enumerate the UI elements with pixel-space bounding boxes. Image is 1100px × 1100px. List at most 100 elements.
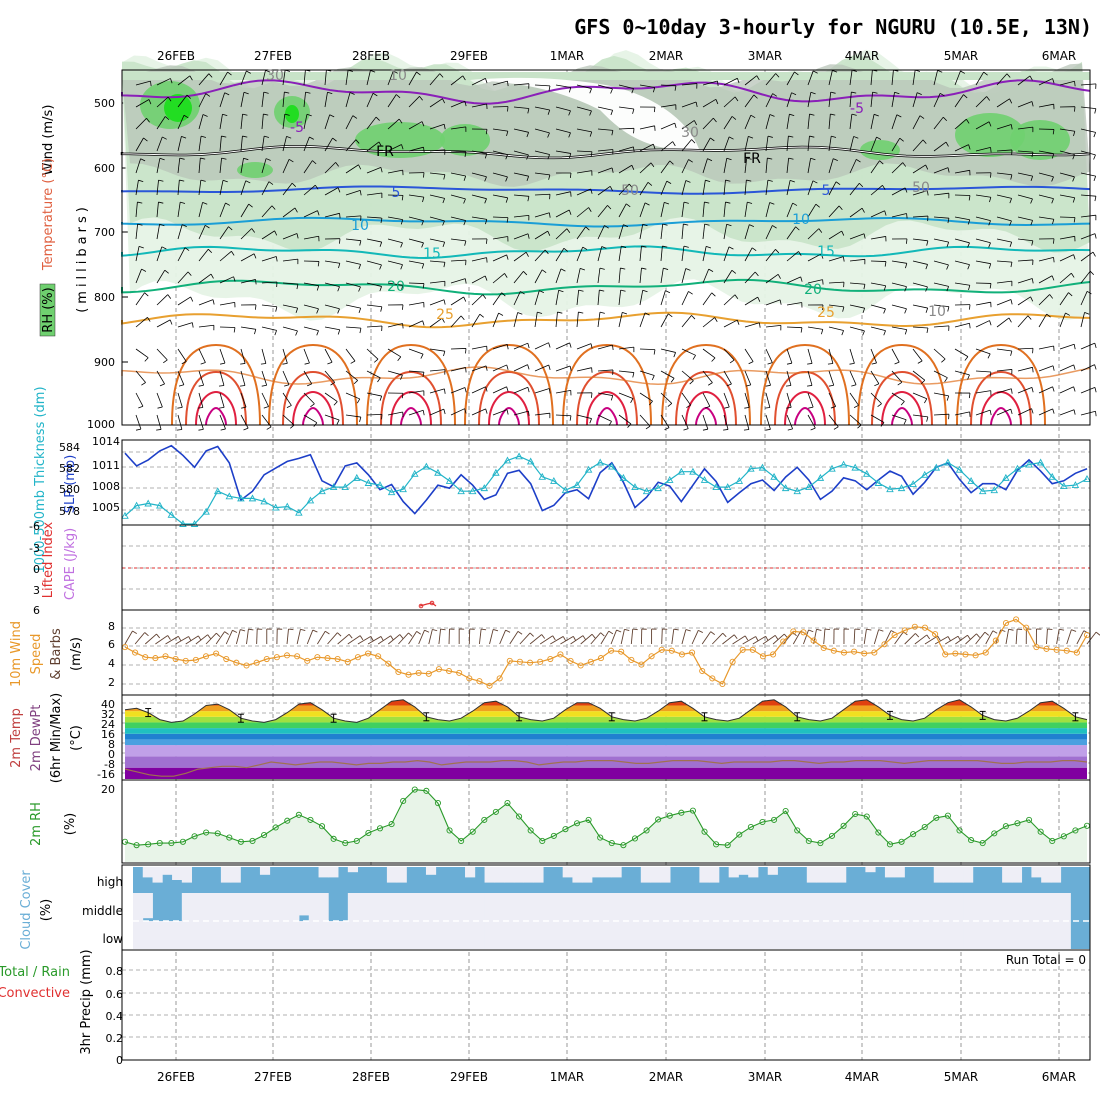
data-point (271, 503, 280, 511)
upper-wind-barb (807, 253, 822, 262)
upper-wind-barb-flag (631, 88, 634, 94)
data-point (399, 485, 407, 493)
surface-wind-barb (539, 635, 553, 645)
upper-wind-barb (240, 158, 244, 174)
temperature-axis-label: Temperature (°C) (41, 158, 56, 271)
upper-wind-barb (765, 136, 769, 152)
temp-band (125, 716, 1087, 723)
cape-axis-label: CAPE (J/kg) (63, 528, 78, 600)
data-point (156, 840, 163, 847)
upper-wind-barb (1038, 216, 1054, 220)
wind-barbs (124, 69, 1100, 645)
upper-wind-barb (912, 370, 926, 381)
upper-wind-barb-flag (862, 330, 865, 336)
surface-wind-barb (722, 634, 735, 645)
surface-wind-barb-flag (517, 631, 523, 635)
upper-wind-barb (723, 158, 728, 174)
cape-tick-3: 3 (33, 584, 40, 597)
cloud-cell-high (640, 867, 651, 883)
upper-wind-barb (282, 326, 298, 332)
upper-wind-barb-flag (1009, 198, 1012, 204)
upper-wind-barb (681, 120, 695, 130)
upper-wind-barb (366, 141, 380, 152)
upper-wind-barb-flag (544, 249, 549, 255)
data-point (429, 600, 435, 606)
upper-wind-barb (534, 388, 550, 394)
upper-wind-barb-flag (757, 296, 761, 302)
upper-wind-barb (366, 216, 382, 219)
upper-wind-barb (429, 408, 444, 416)
diurnal-loop (774, 370, 836, 426)
surface-wind-barb-flag (765, 636, 769, 641)
upper-wind-barb-flag (653, 349, 656, 355)
diurnal-loop (675, 370, 737, 426)
upper-wind-barb-flag (702, 428, 708, 431)
upper-wind-barb (597, 205, 608, 218)
upper-wind-barb-flag (620, 267, 626, 270)
data-point (840, 649, 848, 656)
upper-wind-barb-flag (578, 289, 584, 292)
upper-wind-barb (807, 180, 814, 196)
cloud-cell-low (923, 921, 935, 949)
slp-axis-labels: 1000-500mb Thickness (dm) SLP (mb) (33, 386, 78, 573)
upper-wind-barb (660, 414, 670, 428)
upper-wind-barb-flag (589, 418, 592, 424)
upper-wind-barb (597, 246, 603, 262)
upper-wind-barb-flag (705, 405, 710, 409)
upper-wind-barb (261, 70, 266, 86)
cloud-cell-middle (494, 893, 505, 921)
upper-wind-barb (828, 92, 832, 108)
upper-wind-barb-flag (641, 267, 647, 270)
surface-wind-barb (215, 631, 225, 645)
data-point (655, 816, 662, 823)
surface-wind-barb (124, 630, 133, 645)
surface-wind-barb-flag (197, 635, 202, 641)
upper-wind-barb (744, 224, 750, 240)
surface-wind-barb (246, 629, 249, 645)
upper-wind-barb-flag (863, 284, 866, 290)
upper-wind-barb-flag (296, 284, 299, 290)
upper-wind-barb-flag (184, 247, 190, 251)
upper-wind-barb-flag (286, 405, 292, 409)
cloud-cell-middle (865, 893, 876, 921)
upper-wind-barb (765, 370, 771, 386)
upper-wind-barb (1038, 172, 1054, 178)
upper-wind-barb (261, 181, 270, 196)
diurnal-loop (478, 370, 540, 426)
upper-wind-barb (639, 392, 653, 402)
upper-wind-barb (681, 370, 694, 382)
upper-wind-barb (240, 114, 243, 130)
upper-wind-barb (681, 246, 685, 262)
upper-wind-barb-flag (506, 254, 509, 260)
upper-wind-barb-flag (1031, 101, 1034, 107)
upper-wind-barb (681, 224, 684, 240)
cloud-cell-low (631, 921, 642, 949)
surface-wind-barb-flag (188, 636, 192, 642)
data-point (955, 465, 964, 473)
upper-wind-barb (135, 80, 151, 86)
upper-wind-barb-flag (352, 115, 358, 119)
temp-band (125, 745, 1087, 757)
upper-wind-barb (870, 304, 886, 310)
upper-wind-barb-flag (233, 276, 236, 282)
data-point (225, 492, 234, 500)
surface-wind-barb-flag (248, 628, 254, 631)
surface-wind-barb-flag (808, 629, 814, 633)
data-point (213, 650, 220, 657)
upper-wind-barb-flag (960, 70, 966, 74)
surface-wind-barb (1086, 631, 1097, 645)
upper-wind-barb (366, 260, 382, 266)
data-point (701, 828, 708, 835)
upper-wind-barb (429, 172, 445, 175)
upper-wind-barb-flag (772, 225, 777, 229)
upper-wind-barb-flag (1010, 262, 1013, 268)
upper-wind-barb (597, 128, 613, 131)
upper-wind-barb (576, 188, 591, 196)
upper-wind-barb-flag (464, 408, 467, 414)
upper-wind-barb-flag (812, 180, 818, 184)
cloud-cell-middle (357, 893, 368, 921)
cloud-cell-middle (826, 893, 837, 921)
surface-wind-barb (195, 634, 208, 645)
cloud-cell-middle (445, 893, 456, 921)
upper-wind-barb (408, 216, 424, 221)
